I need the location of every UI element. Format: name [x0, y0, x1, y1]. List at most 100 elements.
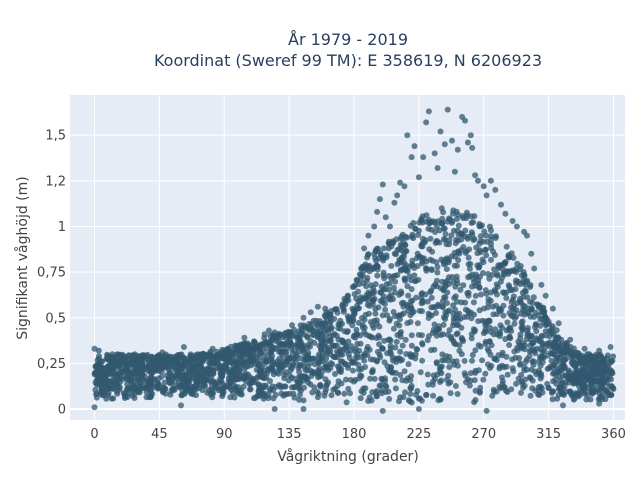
data-point [517, 295, 524, 302]
data-point [419, 297, 426, 304]
data-point [477, 233, 484, 240]
data-point [362, 385, 369, 392]
data-point [430, 392, 437, 399]
data-point [94, 372, 101, 379]
data-point [304, 367, 311, 374]
data-point [468, 331, 475, 338]
data-point [384, 312, 391, 319]
data-point [490, 248, 497, 255]
data-point [180, 344, 187, 350]
data-point [434, 165, 441, 171]
data-point [354, 302, 360, 309]
data-point [418, 243, 425, 250]
data-point [519, 325, 526, 332]
data-point [477, 249, 484, 256]
data-point [472, 387, 479, 394]
data-point [357, 340, 364, 347]
data-point [101, 388, 108, 394]
data-point [511, 315, 518, 322]
data-point [402, 389, 408, 396]
x-tick-label: 90 [216, 427, 233, 442]
data-point [500, 269, 507, 276]
data-point [396, 398, 402, 405]
data-point [296, 341, 303, 348]
data-point [460, 244, 467, 250]
data-point [357, 275, 364, 282]
data-point [521, 303, 528, 310]
data-point [210, 378, 216, 384]
data-point [469, 357, 475, 364]
data-point [439, 303, 446, 310]
data-point [382, 300, 388, 307]
data-point [441, 225, 448, 232]
data-point [420, 154, 427, 161]
data-point [504, 371, 511, 378]
data-point [434, 269, 441, 276]
data-point [428, 267, 435, 274]
data-point [530, 358, 537, 365]
data-point [472, 347, 479, 354]
data-point [397, 357, 404, 364]
data-point [480, 376, 487, 383]
data-point [291, 394, 298, 401]
data-point [296, 385, 303, 392]
data-point [169, 386, 176, 392]
data-point [479, 317, 486, 324]
data-point [412, 351, 419, 358]
data-point [219, 346, 226, 353]
data-point [545, 340, 552, 347]
data-point [192, 378, 199, 384]
data-point [358, 366, 365, 372]
data-point [492, 326, 499, 333]
data-point [161, 379, 168, 386]
data-point [569, 373, 576, 380]
data-point [318, 343, 325, 350]
data-point [152, 355, 159, 362]
data-point [288, 342, 295, 349]
data-point [549, 305, 556, 312]
data-point [374, 208, 381, 215]
data-point [226, 355, 233, 362]
data-point [542, 332, 549, 339]
data-point [483, 290, 490, 297]
data-point [252, 347, 259, 354]
data-point [339, 358, 346, 365]
data-point [270, 387, 277, 394]
x-tick-label: 225 [406, 427, 431, 442]
data-point [101, 392, 108, 399]
data-point [419, 340, 425, 347]
data-point [587, 396, 594, 403]
data-point [300, 406, 307, 412]
x-tick-label: 45 [151, 427, 168, 442]
data-point [500, 384, 507, 391]
data-point [148, 380, 155, 387]
data-point [451, 262, 458, 269]
data-point [518, 378, 525, 385]
data-point [473, 244, 480, 251]
data-point [394, 192, 401, 199]
data-point [542, 318, 549, 324]
data-point [498, 262, 505, 269]
data-point [148, 376, 155, 382]
data-point [209, 345, 216, 352]
data-point [340, 339, 347, 346]
chart-title-line-2: Koordinat (Sweref 99 TM): E 358619, N 62… [154, 51, 542, 70]
data-point [227, 380, 234, 387]
data-point [408, 332, 415, 339]
data-point [265, 327, 272, 334]
data-point [176, 361, 183, 368]
data-point [455, 257, 462, 264]
data-point [560, 402, 566, 409]
data-point [272, 391, 279, 398]
data-point [523, 278, 530, 285]
data-point [119, 358, 125, 365]
data-point [369, 368, 376, 375]
data-point [469, 144, 476, 151]
data-point [285, 377, 292, 384]
data-point [532, 324, 538, 331]
data-point [433, 310, 439, 316]
data-point [349, 305, 356, 312]
data-point [574, 370, 581, 377]
data-point [548, 357, 555, 364]
data-point [426, 220, 433, 227]
